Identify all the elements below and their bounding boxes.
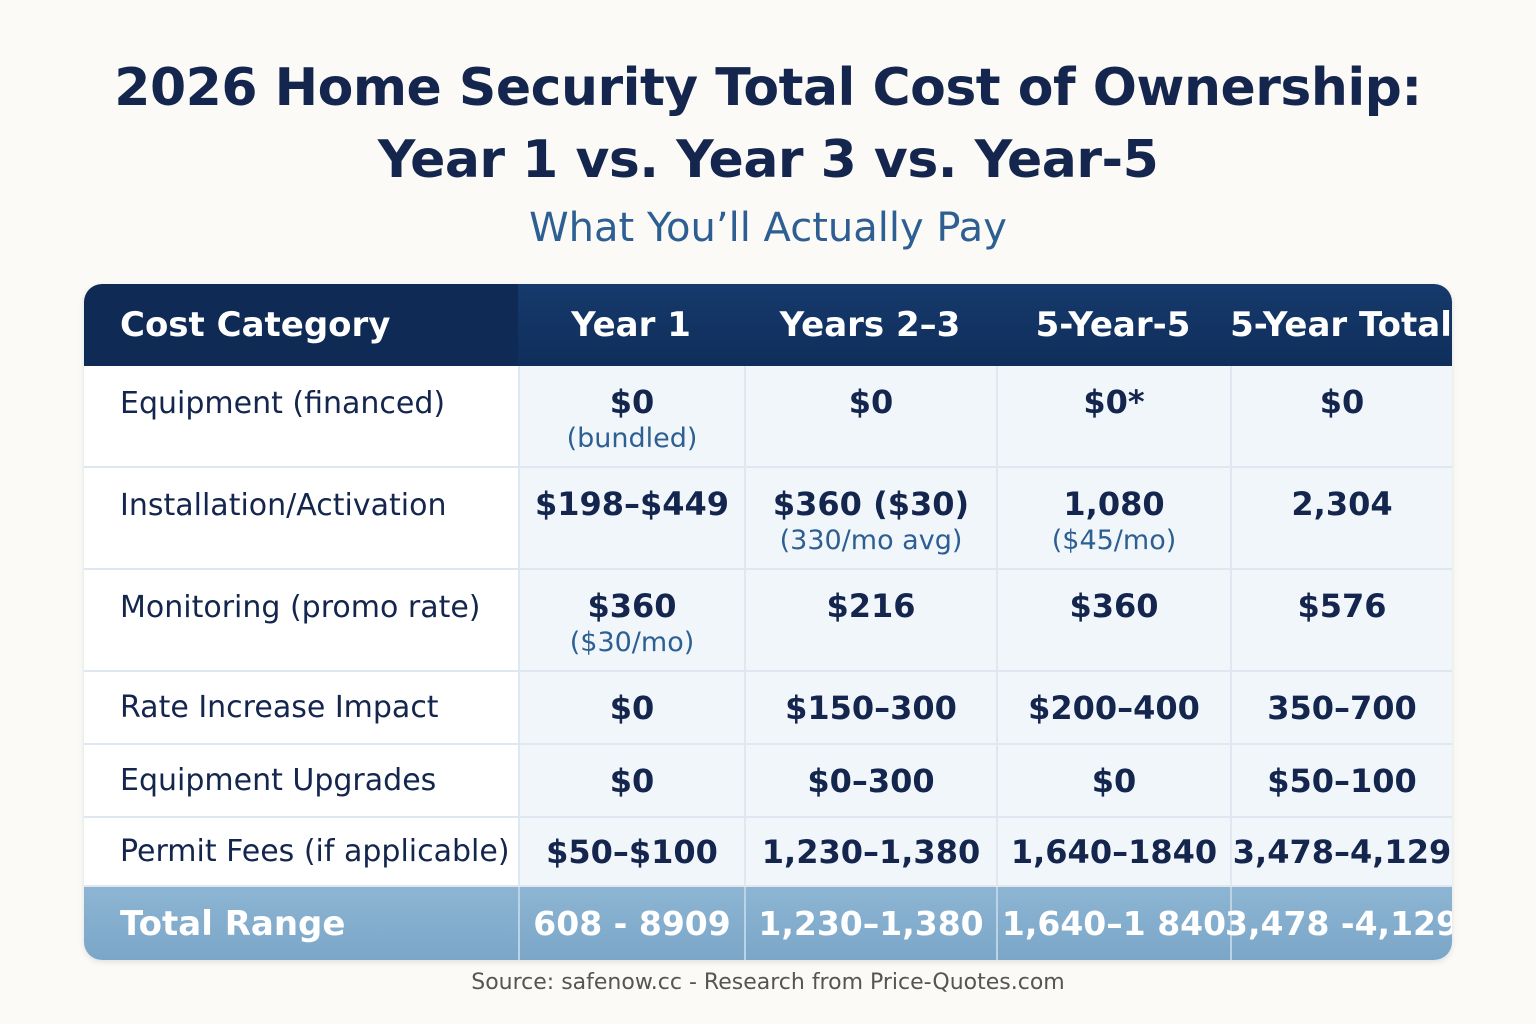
cell-value: 3,478–4,129 xyxy=(1232,832,1452,871)
cell-value: $50–$100 xyxy=(546,832,718,871)
row-label: Permit Fees (if applicable) xyxy=(84,818,518,887)
column-header-4: 5-Year Total xyxy=(1230,284,1452,366)
cell-note: (bundled) xyxy=(566,423,698,454)
table-cell: 350–700 xyxy=(1230,672,1452,745)
cost-table-grid: Cost Category Year 1 Years 2–3 5-Year-5 5-Ye… xyxy=(84,284,1452,960)
column-header-2: Years 2–3 xyxy=(744,284,996,366)
table-cell: $360 ($30) (330/mo avg) xyxy=(744,468,996,570)
total-cell: 1,640–1 840 xyxy=(996,887,1230,960)
cell-value: 2,304 xyxy=(1291,485,1393,523)
row-label: Installation/Activation xyxy=(84,468,518,570)
table-cell: $576 xyxy=(1230,570,1452,672)
total-row-label: Total Range xyxy=(84,887,518,960)
table-cell: $0 xyxy=(518,672,744,745)
table-cell: $50–100 xyxy=(1230,745,1452,818)
cell-value: 1,640–1840 xyxy=(1010,832,1218,871)
cell-value: $576 xyxy=(1297,587,1387,625)
cell-value: $0* xyxy=(1083,383,1145,421)
table-cell: 3,478–4,129 xyxy=(1230,818,1452,887)
cell-value: $150–300 xyxy=(785,688,957,727)
row-label: Equipment Upgrades xyxy=(84,745,518,818)
table-cell: $0–300 xyxy=(744,745,996,818)
cost-table: Cost Category Year 1 Years 2–3 5-Year-5 5-Ye… xyxy=(84,284,1452,960)
total-cell: 3,478 -4,129 xyxy=(1225,887,1452,960)
table-cell: $198–$449 xyxy=(518,468,744,570)
cell-value: $216 xyxy=(826,587,916,625)
title-line-1: 2026 Home Security Total Cost of Ownersh… xyxy=(114,58,1422,118)
cell-value: $0 xyxy=(609,761,655,800)
total-cell: 608 - 8909 xyxy=(518,887,744,960)
table-cell: 2,304 xyxy=(1230,468,1452,570)
cell-value: $0–300 xyxy=(807,761,935,800)
table-cell: $216 xyxy=(744,570,996,672)
cell-value: $360 xyxy=(1069,587,1159,625)
table-cell: $0 xyxy=(518,745,744,818)
column-header-0: Cost Category xyxy=(84,284,518,366)
cell-value: $0 xyxy=(848,383,894,421)
source-note: Source: safenow.cc - Research from Price… xyxy=(471,970,1065,995)
table-cell: $150–300 xyxy=(744,672,996,745)
cell-value: $0 xyxy=(1319,383,1365,421)
table-cell: $0 (bundled) xyxy=(518,366,744,468)
cell-note: ($30/mo) xyxy=(569,627,695,658)
row-label: Monitoring (promo rate) xyxy=(84,570,518,672)
table-cell: $0* xyxy=(996,366,1230,468)
table-cell: $0 xyxy=(744,366,996,468)
cell-value: 1,080 xyxy=(1063,485,1165,523)
row-label: Equipment (financed) xyxy=(84,366,518,468)
table-cell: $360 ($30/mo) xyxy=(518,570,744,672)
cell-value: $50–100 xyxy=(1267,761,1417,800)
title-line-2: Year 1 vs. Year 3 vs. Year-5 xyxy=(377,130,1159,190)
table-cell: 1,080 ($45/mo) xyxy=(996,468,1230,570)
total-cell: 1,230–1,380 xyxy=(744,887,996,960)
cell-note: ($45/mo) xyxy=(1051,525,1177,556)
cell-value: $0 xyxy=(609,383,655,421)
table-cell: 1,230–1,380 xyxy=(744,818,996,887)
column-header-3: 5-Year-5 xyxy=(996,284,1230,366)
table-cell: $50–$100 xyxy=(518,818,744,887)
table-cell: $200–400 xyxy=(996,672,1230,745)
cell-value: 1,230–1,380 xyxy=(761,832,981,871)
row-label: Rate Increase Impact xyxy=(84,672,518,745)
cell-value: $198–$449 xyxy=(534,485,730,523)
cell-value: $0 xyxy=(1091,761,1137,800)
cell-value: $360 xyxy=(587,587,677,625)
page-subtitle: What You’ll Actually Pay xyxy=(529,205,1007,251)
table-cell: 1,640–1840 xyxy=(996,818,1230,887)
cell-value: 350–700 xyxy=(1267,688,1417,727)
page-title: 2026 Home Security Total Cost of Ownersh… xyxy=(0,52,1536,196)
cell-value: $360 ($30) xyxy=(772,485,970,523)
cell-value: $0 xyxy=(609,688,655,727)
table-cell: $360 xyxy=(996,570,1230,672)
table-cell: $0 xyxy=(996,745,1230,818)
cell-note: (330/mo avg) xyxy=(779,525,963,556)
table-cell: $0 xyxy=(1230,366,1452,468)
cell-value: $200–400 xyxy=(1028,688,1200,727)
column-header-1: Year 1 xyxy=(518,284,744,366)
